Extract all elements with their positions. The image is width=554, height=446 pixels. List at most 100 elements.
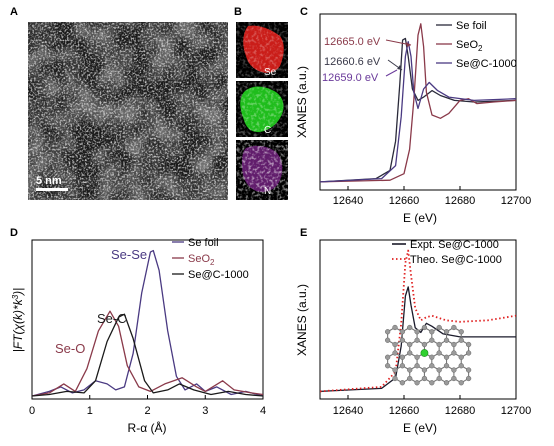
series-line-c-se-c-1000 — [320, 41, 516, 183]
atom-carbon — [436, 341, 442, 348]
x-tick-label-c-12680: 12680 — [445, 195, 476, 207]
legend-label-se-foil-d: Se foil — [188, 237, 219, 249]
legend-label-se-foil: Se foil — [456, 20, 487, 32]
stem-texture-fine — [28, 22, 228, 200]
chart-e-ticks: 12640 12660 12680 12700 — [333, 395, 532, 417]
chart-c-lines — [320, 23, 516, 183]
atom-carbon — [451, 367, 457, 373]
chart-d-annotations: Se-Se Se-C Se-O — [55, 247, 147, 356]
atom-carbon — [407, 375, 413, 382]
atom-carbon — [384, 337, 391, 343]
atom-carbon — [443, 354, 450, 360]
chart-d-ticks: 0 1 2 3 4 — [29, 395, 266, 417]
atom-selenium — [420, 349, 429, 357]
scale-bar-label: 5 nm — [36, 175, 62, 187]
x-tick-label-e-12640: 12640 — [333, 405, 364, 417]
atom-carbon — [465, 341, 472, 348]
atom-carbon — [384, 354, 391, 360]
x-tick-label-c-12660: 12660 — [389, 195, 420, 207]
atom-carbon — [399, 363, 406, 369]
atom-carbon — [392, 341, 398, 348]
atom-carbon — [414, 363, 420, 369]
atom-carbon — [458, 380, 464, 386]
atom-carbon — [429, 380, 435, 386]
x-tick-label-e-12700: 12700 — [501, 405, 532, 417]
atom-carbon — [407, 350, 413, 356]
atom-carbon — [436, 350, 442, 356]
atom-carbon — [443, 329, 450, 335]
atom-carbon — [399, 337, 406, 343]
atom-carbon — [407, 324, 413, 331]
atom-carbon — [399, 380, 406, 386]
atom-carbon — [465, 367, 472, 373]
atom-carbon — [458, 363, 464, 369]
legend-label-seo2-d: SeO2 — [188, 253, 215, 267]
atom-carbon — [414, 337, 420, 343]
panel-d: D 0 1 2 3 4 R-α (Å) |FT(χ(k)*k3)| Se foil Se… — [10, 227, 266, 435]
atom-carbon — [443, 337, 450, 343]
x-tick-label-e-12660: 12660 — [389, 405, 420, 417]
chart-c-ylabel: XANES (a.u.) — [295, 66, 309, 138]
x-tick-label-e-12680: 12680 — [445, 405, 476, 417]
chart-e-xlabel: E (eV) — [403, 421, 437, 435]
atom-carbon — [436, 367, 442, 373]
panel-b: B Se C N — [234, 6, 288, 200]
atom-carbon — [421, 367, 428, 373]
annotation-edge-se-foil: 12659.0 eV — [322, 72, 379, 84]
series-line-c-se-foil — [320, 37, 516, 183]
chart-e-lines — [320, 249, 516, 393]
annotation-se-c: Se-C — [97, 311, 127, 326]
atom-carbon — [421, 341, 428, 348]
atom-carbon — [436, 324, 442, 331]
x-tick-label-d-4: 4 — [260, 405, 266, 417]
series-line-d-seo — [32, 310, 263, 397]
atom-carbon — [392, 375, 398, 382]
series-line-e-expt-se-c-1000 — [320, 286, 516, 393]
panel-letter-a: A — [10, 6, 18, 18]
atom-carbon — [392, 324, 398, 331]
atom-carbon — [429, 354, 435, 360]
atom-carbon — [429, 363, 435, 369]
chart-e-ylabel: XANES (a.u.) — [295, 284, 309, 356]
legend-label-expt: Expt. Se@C-1000 — [410, 239, 499, 251]
atom-carbon — [436, 375, 442, 382]
annotation-edge-sec1000: 12660.6 eV — [324, 56, 381, 68]
atom-carbon — [458, 354, 464, 360]
eds-label-c: C — [264, 125, 271, 136]
chart-e-frame — [319, 239, 517, 400]
atom-carbon — [429, 337, 435, 343]
atom-carbon — [451, 341, 457, 348]
annotation-arrow-se-foil — [385, 69, 398, 77]
atom-carbon — [451, 324, 457, 331]
atom-carbon — [458, 337, 464, 343]
chart-d-lines — [32, 249, 263, 397]
panel-e: E 12640 12660 12680 12700 E (eV) XANES (a.u… — [295, 227, 531, 435]
atom-carbon — [421, 375, 428, 382]
atom-carbon — [451, 375, 457, 382]
chart-c-frame — [319, 13, 517, 191]
panel-c: C 12640 12660 12680 12700 E (eV) XANES (a.u… — [295, 6, 531, 225]
x-tick-label-c-12640: 12640 — [333, 195, 364, 207]
series-line-d-se-c-1000 — [32, 313, 263, 397]
x-tick-label-c-12700: 12700 — [501, 195, 532, 207]
annotation-se-o: Se-O — [55, 341, 85, 356]
atom-carbon — [407, 367, 413, 373]
panel-letter-b: B — [234, 6, 242, 18]
chart-d-xlabel: R-α (Å) — [128, 420, 167, 435]
atom-carbon — [392, 367, 398, 373]
atom-carbon — [443, 380, 450, 386]
panel-letter-e: E — [300, 227, 307, 239]
atom-carbon — [392, 350, 398, 356]
x-tick-label-d-2: 2 — [144, 405, 150, 417]
chart-d-ylabel: |FT(χ(k)*k3)| — [11, 288, 25, 353]
panel-letter-c: C — [300, 6, 308, 18]
legend-label-sec1000-d: Se@C-1000 — [188, 269, 249, 281]
structure-model-inset — [384, 324, 472, 386]
x-tick-label-d-1: 1 — [87, 405, 93, 417]
chart-e-legend: Expt. Se@C-1000 Theo. Se@C-1000 — [392, 239, 502, 266]
chart-c-ticks: 12640 12660 12680 12700 — [333, 186, 532, 207]
legend-label-theo: Theo. Se@C-1000 — [410, 254, 502, 266]
eds-map-se: Se — [236, 22, 288, 78]
atom-carbon — [407, 341, 413, 348]
eds-map-n: N — [236, 140, 288, 200]
